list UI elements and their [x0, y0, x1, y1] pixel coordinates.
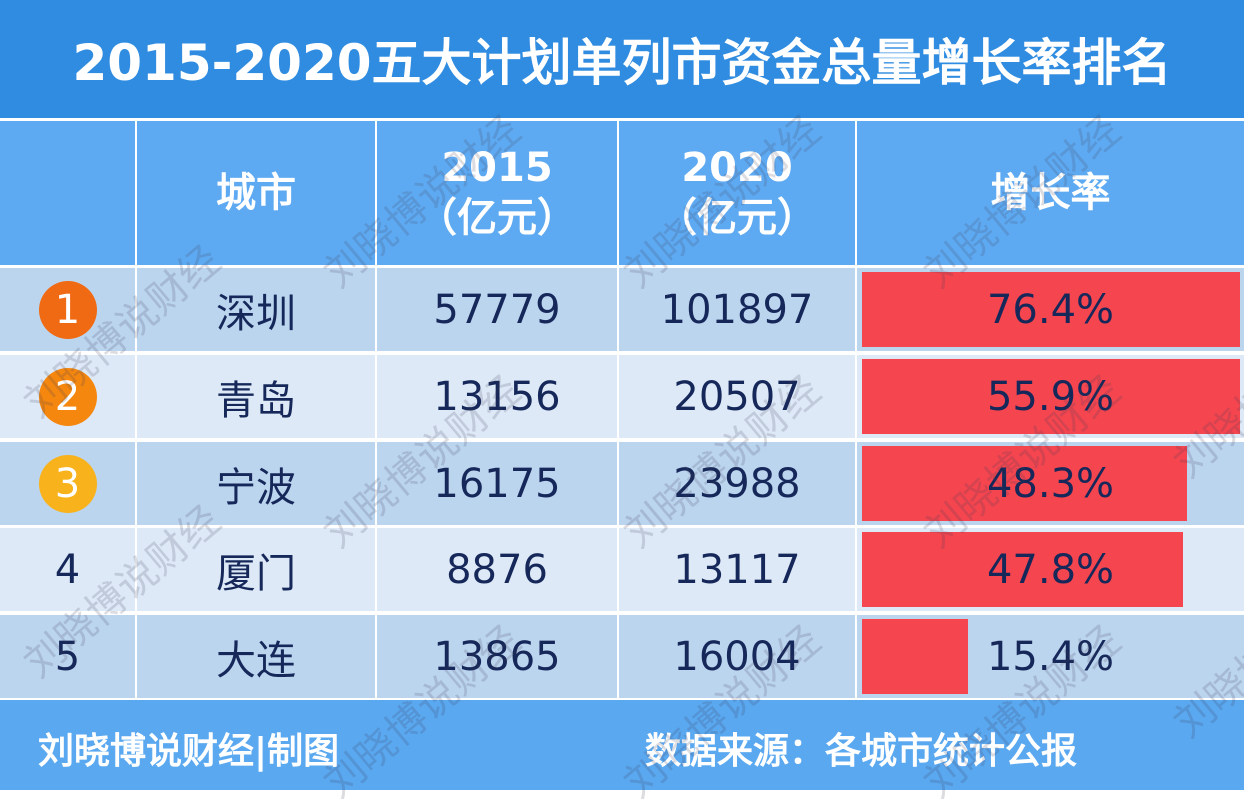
header-2020: 2020 （亿元） — [619, 121, 855, 265]
value-2015: 57779 — [433, 286, 561, 333]
city-name: 厦门 — [216, 550, 296, 597]
value-2020: 23988 — [673, 460, 801, 507]
value-2020-cell: 23988 — [619, 442, 855, 525]
header-2015-label: 2015 — [441, 145, 553, 191]
page-title: 2015-2020五大计划单列市资金总量增长率排名 — [0, 0, 1244, 118]
value-2020-cell: 16004 — [619, 615, 855, 698]
rank-number: 2 — [54, 373, 81, 420]
rank-cell: 3 — [0, 442, 135, 525]
value-2020-cell: 13117 — [619, 528, 855, 611]
value-2015: 16175 — [433, 460, 561, 507]
growth-bar — [862, 619, 968, 694]
value-2015-cell: 16175 — [377, 442, 617, 525]
city-cell: 青岛 — [137, 355, 375, 438]
rank-cell: 2 — [0, 355, 135, 438]
growth-rate: 48.3% — [986, 460, 1115, 507]
value-2015: 13865 — [433, 633, 561, 680]
value-2015-cell: 13865 — [377, 615, 617, 698]
author-credit: 刘晓博说财经|制图 — [38, 731, 340, 772]
value-2020: 20507 — [673, 373, 801, 420]
header-growth-label: 增长率 — [990, 170, 1111, 216]
data-source: 数据来源：各城市统计公报 — [645, 731, 1078, 772]
growth-bar — [862, 359, 1240, 434]
city-name: 大连 — [216, 637, 296, 684]
value-2015: 13156 — [433, 373, 561, 420]
rank-badge: 3 — [38, 454, 97, 513]
header-2015-unit: （亿元） — [417, 195, 577, 241]
growth-bar — [862, 532, 1184, 607]
growth-rate: 47.8% — [986, 546, 1115, 593]
footer: 刘晓博说财经|制图 数据来源：各城市统计公报 — [0, 700, 1244, 790]
rank-number: 4 — [54, 546, 81, 593]
value-2015-cell: 8876 — [377, 528, 617, 611]
rank-number: 5 — [54, 633, 81, 680]
value-2020: 13117 — [673, 546, 801, 593]
city-cell: 深圳 — [137, 268, 375, 351]
header-2015: 2015 （亿元） — [377, 121, 617, 265]
city-cell: 大连 — [137, 615, 375, 698]
city-name: 深圳 — [216, 290, 296, 337]
value-2020: 16004 — [673, 633, 801, 680]
city-name: 青岛 — [216, 377, 296, 424]
growth-cell: 47.8% — [857, 528, 1244, 611]
growth-bar — [862, 272, 1240, 347]
growth-cell: 15.4% — [857, 615, 1244, 698]
growth-bar — [862, 446, 1188, 521]
rank-badge: 2 — [38, 367, 97, 426]
rank-number: 3 — [54, 460, 81, 507]
growth-cell: 48.3% — [857, 442, 1244, 525]
header-growth: 增长率 — [857, 121, 1244, 265]
rank-badge: 1 — [38, 280, 97, 339]
value-2015-cell: 57779 — [377, 268, 617, 351]
growth-cell: 76.4% — [857, 268, 1244, 351]
growth-rate: 15.4% — [986, 633, 1115, 680]
header-city: 城市 — [137, 121, 375, 265]
growth-rate: 55.9% — [986, 373, 1115, 420]
growth-cell: 55.9% — [857, 355, 1244, 438]
header-2020-unit: （亿元） — [657, 195, 817, 241]
city-cell: 宁波 — [137, 442, 375, 525]
header-city-label: 城市 — [216, 170, 296, 216]
value-2020: 101897 — [660, 286, 814, 333]
city-cell: 厦门 — [137, 528, 375, 611]
value-2020-cell: 101897 — [619, 268, 855, 351]
header-rank — [0, 121, 135, 265]
rank-cell: 4 — [0, 528, 135, 611]
growth-rate: 76.4% — [986, 286, 1115, 333]
value-2015: 8876 — [446, 546, 548, 593]
header-2020-label: 2020 — [681, 145, 793, 191]
value-2020-cell: 20507 — [619, 355, 855, 438]
rank-cell: 1 — [0, 268, 135, 351]
rank-cell: 5 — [0, 615, 135, 698]
rank-number: 1 — [54, 286, 81, 333]
city-name: 宁波 — [216, 464, 296, 511]
value-2015-cell: 13156 — [377, 355, 617, 438]
